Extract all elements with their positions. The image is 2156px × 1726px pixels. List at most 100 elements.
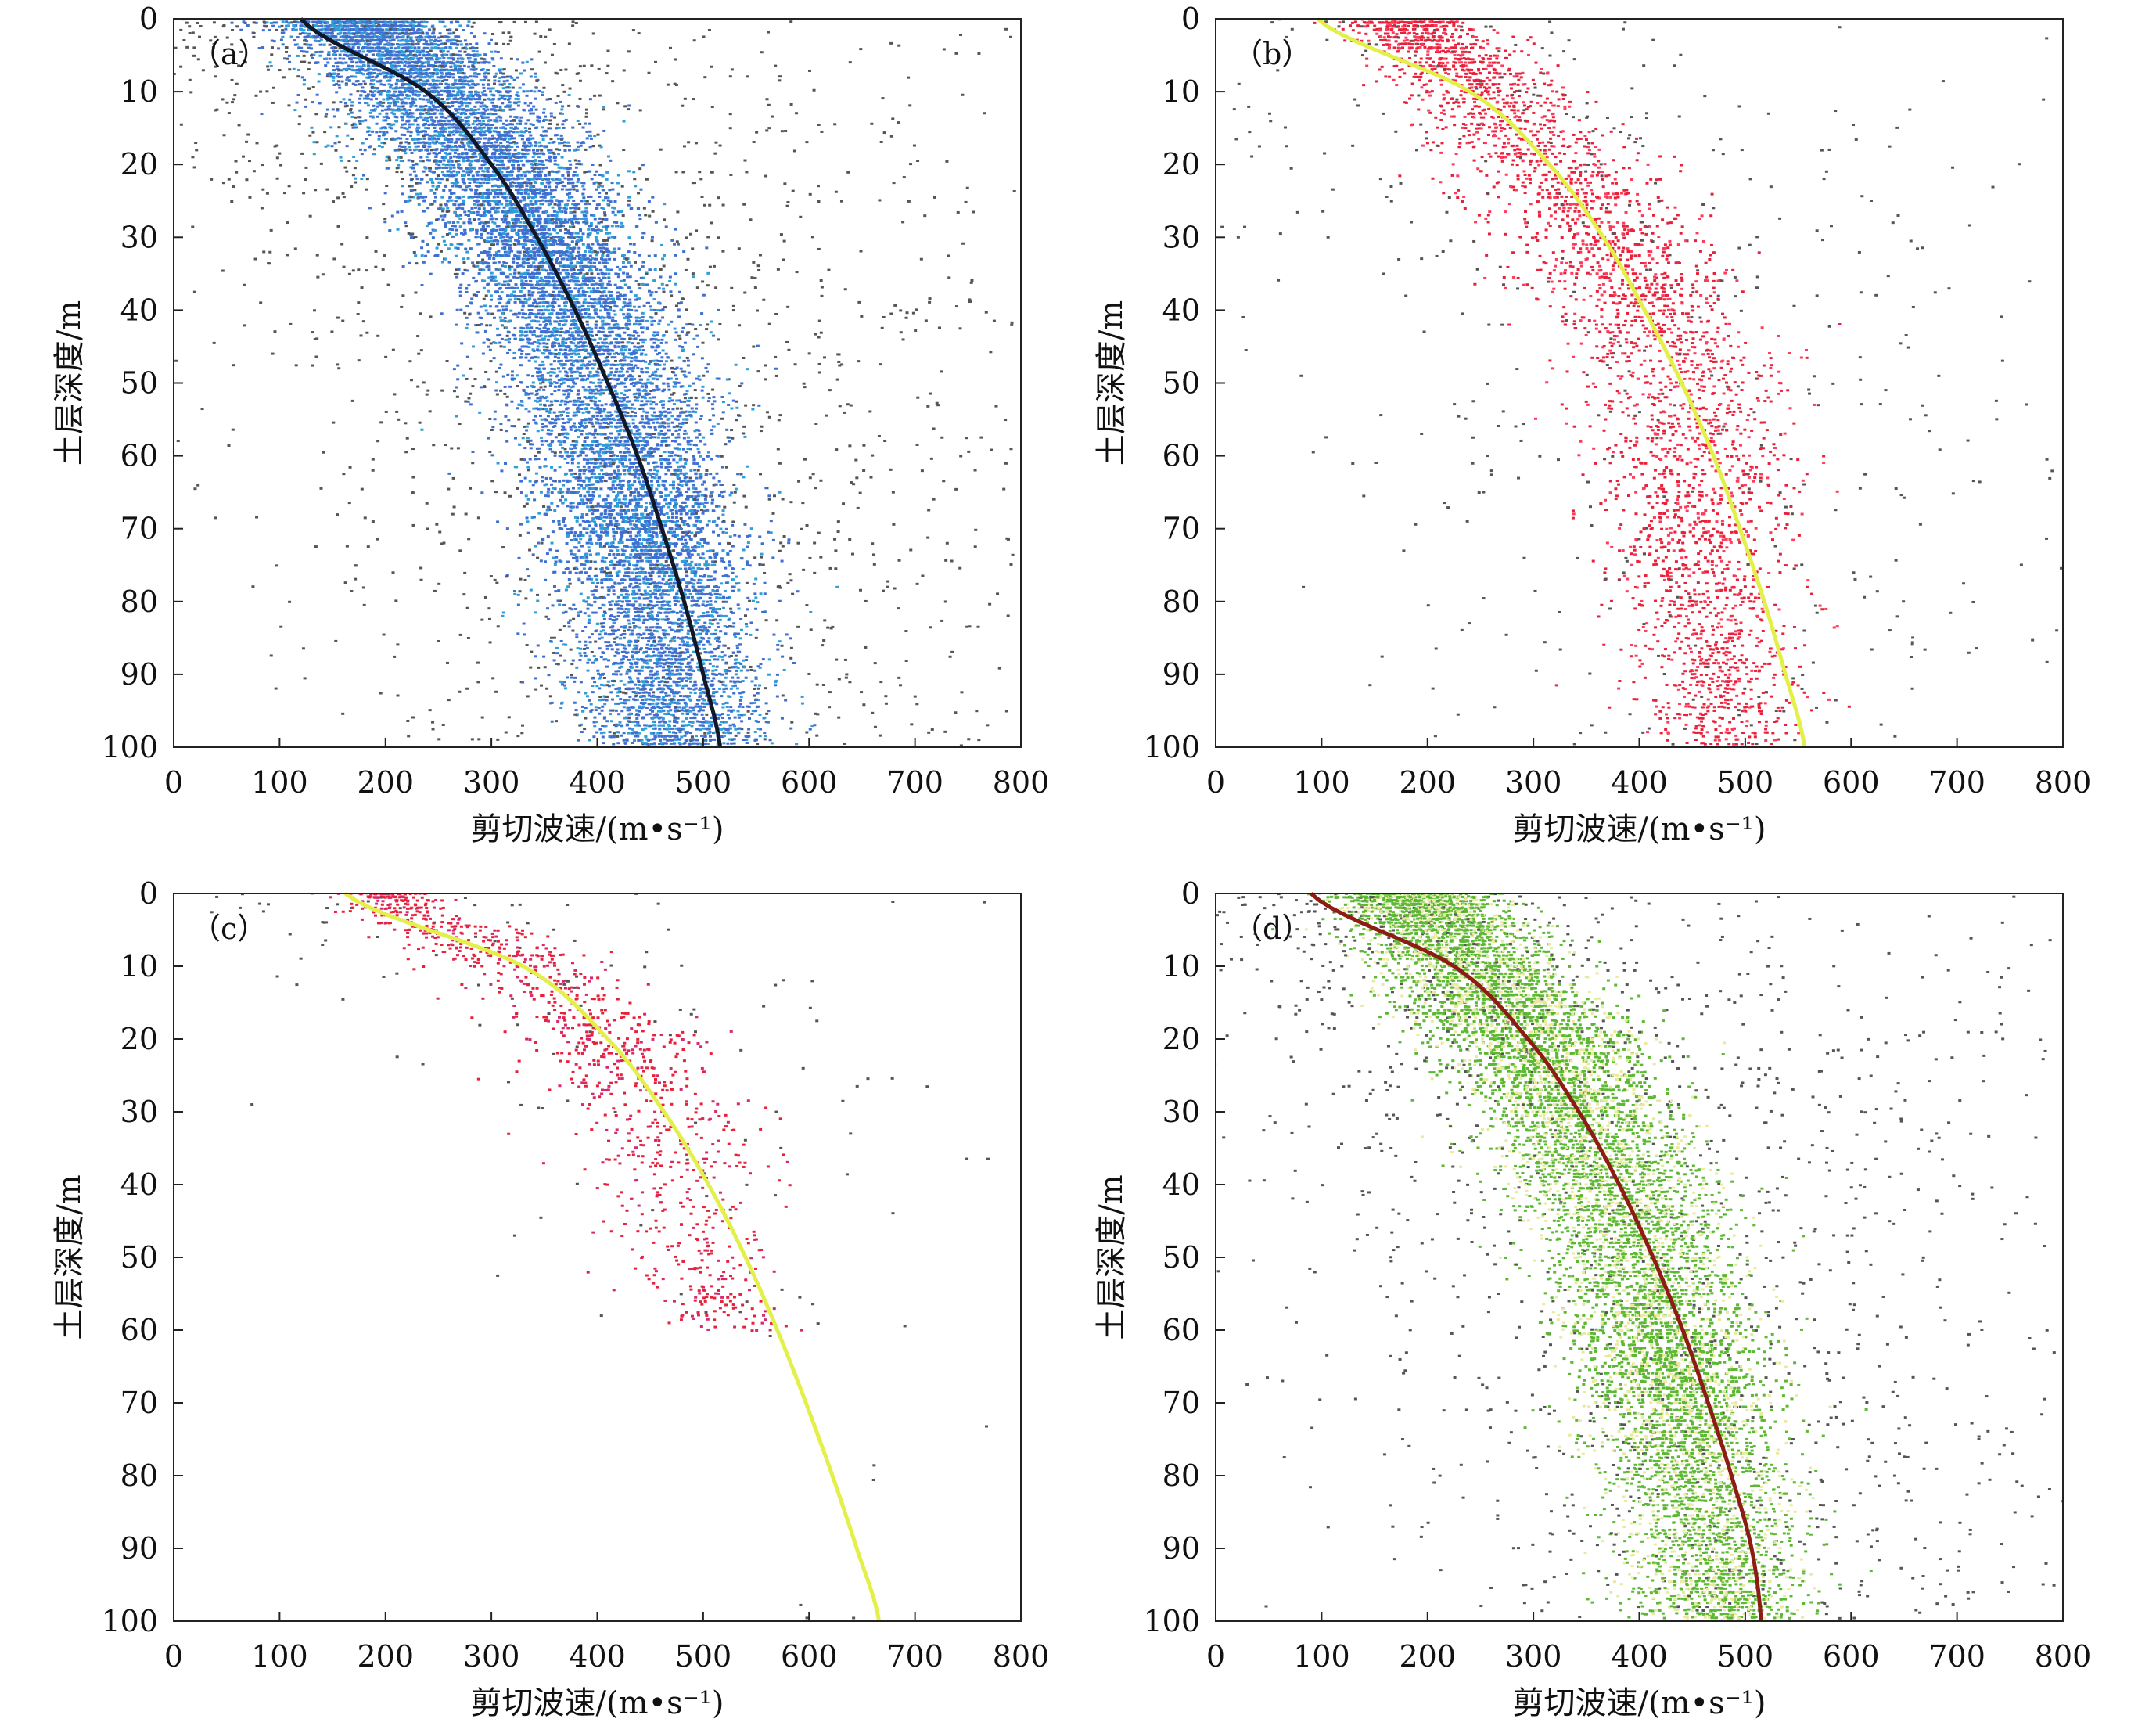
data-point xyxy=(558,466,562,469)
data-point xyxy=(740,382,744,385)
data-point xyxy=(304,32,307,35)
data-point xyxy=(714,600,718,603)
data-point xyxy=(569,359,573,362)
data-point xyxy=(721,203,725,207)
data-point xyxy=(670,421,674,424)
data-point xyxy=(678,337,682,340)
data-point xyxy=(463,148,467,151)
data-point xyxy=(400,210,404,213)
data-point xyxy=(495,327,499,330)
data-point xyxy=(655,712,659,715)
data-point xyxy=(312,153,316,156)
data-point xyxy=(505,75,509,78)
data-point xyxy=(599,257,603,261)
data-point xyxy=(516,407,519,410)
data-point xyxy=(632,731,636,734)
data-point xyxy=(199,25,203,28)
data-point xyxy=(473,84,477,87)
data-point xyxy=(756,370,760,373)
data-point xyxy=(483,304,487,307)
data-point xyxy=(301,31,305,34)
data-point xyxy=(702,624,706,627)
data-point xyxy=(659,607,663,610)
data-point xyxy=(356,313,360,316)
data-point xyxy=(684,538,688,541)
data-point xyxy=(652,331,656,334)
data-point xyxy=(559,403,562,406)
data-point xyxy=(674,732,678,735)
data-point xyxy=(629,264,633,268)
data-point xyxy=(640,669,644,672)
data-point xyxy=(767,710,771,713)
data-point xyxy=(599,221,603,224)
data-point xyxy=(568,192,572,195)
data-point xyxy=(624,455,628,458)
data-point xyxy=(498,228,502,232)
data-point xyxy=(563,177,567,180)
data-point xyxy=(571,221,575,225)
data-point xyxy=(517,418,521,421)
data-point xyxy=(622,498,626,501)
data-point xyxy=(706,323,710,326)
data-point xyxy=(464,189,468,192)
data-point xyxy=(510,203,514,207)
data-point xyxy=(627,720,631,723)
data-point xyxy=(579,359,583,362)
data-point xyxy=(692,98,695,101)
data-point xyxy=(221,25,225,28)
data-point xyxy=(458,225,462,228)
data-point xyxy=(598,687,602,690)
data-point xyxy=(577,246,581,250)
data-point xyxy=(678,743,682,746)
data-point xyxy=(675,512,679,515)
data-point xyxy=(653,254,657,257)
data-point xyxy=(881,97,885,100)
data-point xyxy=(566,375,570,378)
data-point xyxy=(270,39,274,42)
data-point xyxy=(451,512,455,516)
data-point xyxy=(584,454,588,457)
data-point xyxy=(672,392,676,395)
data-point xyxy=(564,305,568,308)
data-point xyxy=(644,382,648,385)
data-point xyxy=(580,433,584,436)
data-point xyxy=(308,134,312,137)
data-point xyxy=(821,644,825,647)
data-point xyxy=(561,184,565,187)
data-point xyxy=(448,232,452,235)
data-point xyxy=(611,528,615,531)
data-point xyxy=(760,51,764,54)
data-point xyxy=(618,690,622,693)
data-point xyxy=(465,269,469,272)
data-point xyxy=(455,146,459,149)
data-point xyxy=(391,571,395,574)
data-point xyxy=(490,134,494,137)
data-point xyxy=(516,104,520,107)
data-point xyxy=(553,480,557,483)
data-point xyxy=(560,297,564,300)
data-point xyxy=(819,479,823,482)
data-point xyxy=(482,239,486,242)
data-point xyxy=(374,31,378,34)
data-point xyxy=(676,589,680,592)
data-point xyxy=(649,676,652,679)
data-point xyxy=(588,388,592,391)
data-point xyxy=(635,513,639,516)
data-point xyxy=(350,111,354,114)
data-point xyxy=(525,60,529,63)
data-point xyxy=(444,444,447,447)
data-point xyxy=(425,156,429,159)
data-point xyxy=(596,232,600,235)
data-point xyxy=(542,388,546,391)
data-point xyxy=(513,300,517,304)
data-point xyxy=(401,119,404,122)
data-point xyxy=(396,228,400,231)
data-point xyxy=(556,317,560,320)
data-point xyxy=(516,593,520,596)
data-point xyxy=(557,389,561,392)
data-point xyxy=(769,520,773,523)
data-point xyxy=(383,221,387,224)
data-point xyxy=(676,210,680,214)
data-point xyxy=(561,294,565,297)
data-point xyxy=(840,363,844,366)
